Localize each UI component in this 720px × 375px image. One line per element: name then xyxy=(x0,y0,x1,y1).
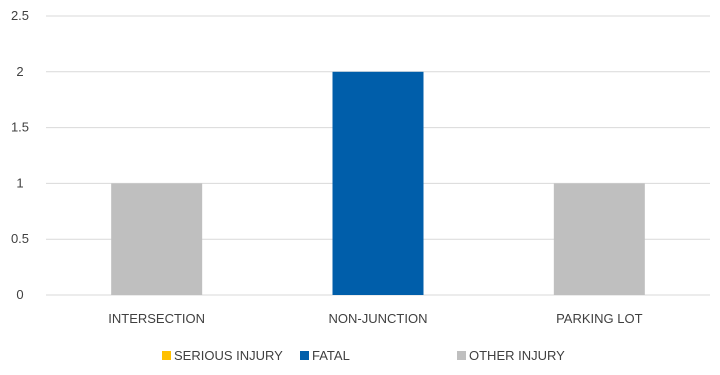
legend-label: SERIOUS INJURY xyxy=(174,348,283,363)
bar-non-junction xyxy=(332,71,424,295)
legend-label: FATAL xyxy=(312,348,350,363)
bar-parking-lot xyxy=(553,183,645,295)
x-tick-label: PARKING LOT xyxy=(556,311,643,326)
y-tick-label: 0 xyxy=(16,287,23,302)
x-tick-label: INTERSECTION xyxy=(108,311,205,326)
legend-swatch-serious-injury xyxy=(162,351,171,360)
legend-swatch-other-injury xyxy=(457,351,466,360)
y-tick-label: 2 xyxy=(16,64,23,79)
y-tick-label: 0.5 xyxy=(11,231,29,246)
legend-swatch-fatal xyxy=(300,351,309,360)
y-tick-label: 1 xyxy=(16,175,23,190)
y-tick-label: 1.5 xyxy=(11,120,29,135)
y-tick-label: 2.5 xyxy=(11,8,29,23)
bar-intersection xyxy=(111,183,203,295)
x-tick-label: NON-JUNCTION xyxy=(329,311,428,326)
legend-label: OTHER INJURY xyxy=(469,348,565,363)
